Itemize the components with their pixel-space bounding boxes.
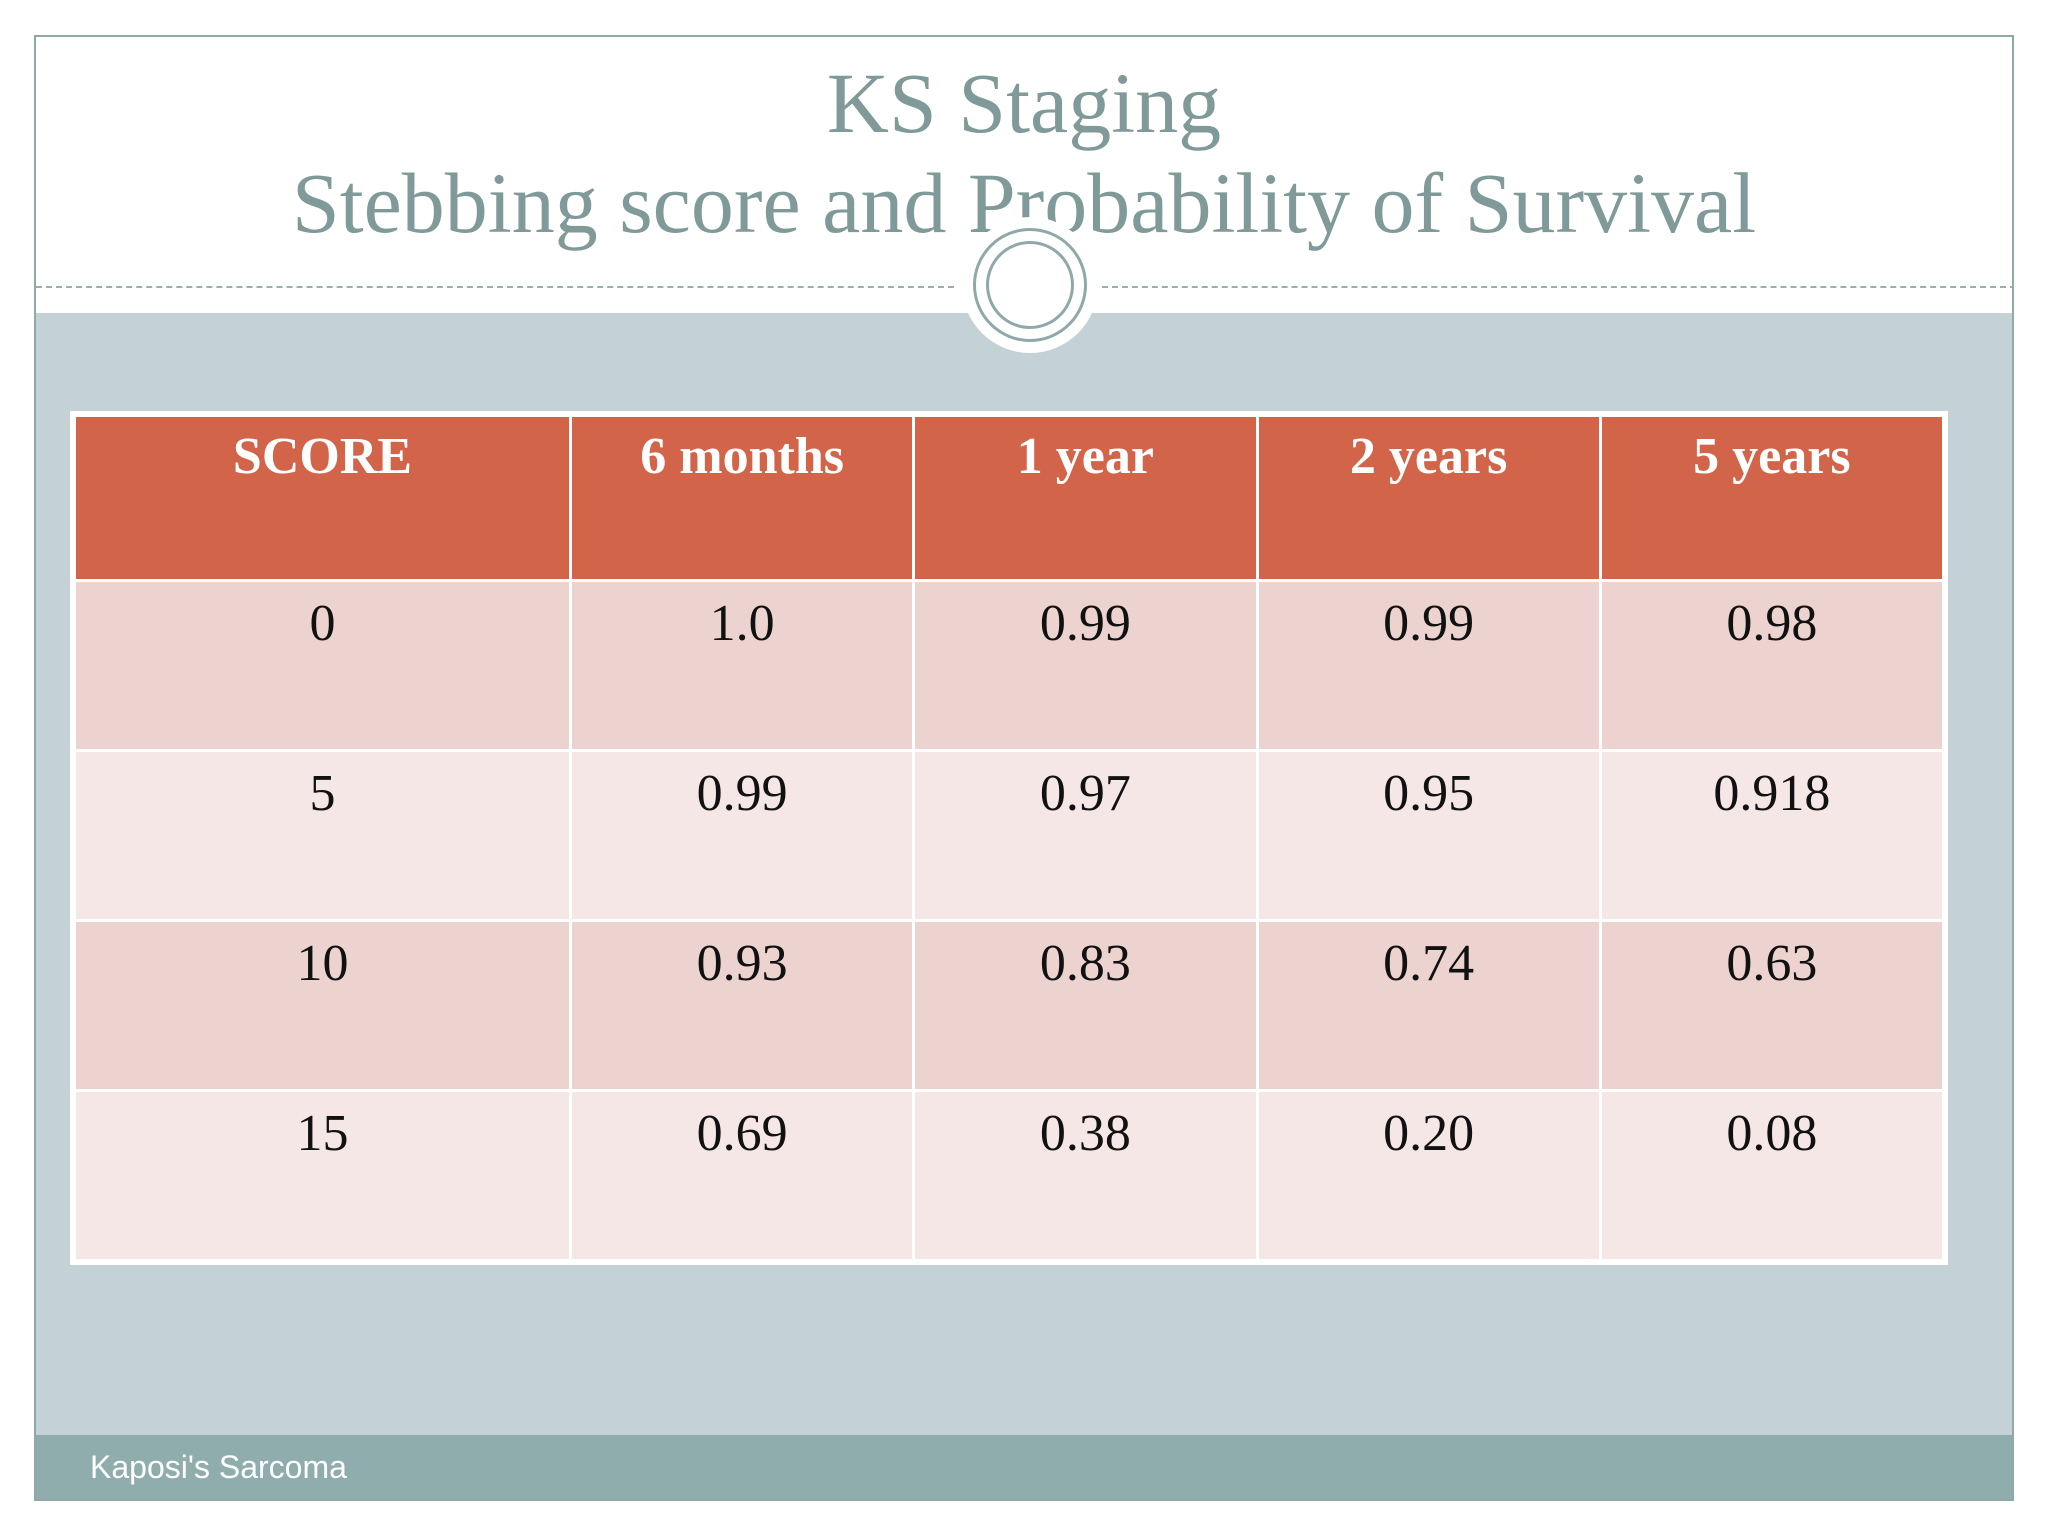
header-1-year: 1 year [912, 414, 1259, 582]
footer-text: Kaposi's Sarcoma [90, 1449, 347, 1485]
header-score: SCORE [73, 414, 572, 582]
divider-right [1092, 286, 2012, 288]
slide-title: KS Staging [826, 55, 1222, 151]
divider-left [36, 286, 954, 288]
table-cell: 0.95 [1255, 749, 1602, 922]
table-cell: 0.08 [1598, 1089, 1946, 1262]
table-row: 10 0.93 0.83 0.74 0.63 [73, 919, 1946, 1092]
table-cell: 10 [73, 919, 572, 1092]
table-cell: 5 [73, 749, 572, 922]
table-cell: 1.0 [568, 579, 916, 752]
table-cell: 0.99 [912, 579, 1259, 752]
header-6-months: 6 months [568, 414, 916, 582]
footer-bar: Kaposi's Sarcoma [36, 1435, 2012, 1499]
table-cell: 0.918 [1598, 749, 1946, 922]
survival-table-container: SCORE 6 months 1 year 2 years 5 years 0 … [70, 411, 1948, 1265]
table-cell: 0.20 [1255, 1089, 1602, 1262]
table-cell: 0 [73, 579, 572, 752]
table-cell: 0.69 [568, 1089, 916, 1262]
table-cell: 0.83 [912, 919, 1259, 1092]
header-2-years: 2 years [1255, 414, 1602, 582]
table-row: 15 0.69 0.38 0.20 0.08 [73, 1089, 1946, 1262]
survival-table: SCORE 6 months 1 year 2 years 5 years 0 … [73, 414, 1946, 1262]
slide: KS Staging Stebbing score and Probabilit… [34, 35, 2014, 1501]
table-cell: 15 [73, 1089, 572, 1262]
table-cell: 0.98 [1598, 579, 1946, 752]
table-row: 0 1.0 0.99 0.99 0.98 [73, 579, 1946, 752]
table-cell: 0.93 [568, 919, 916, 1092]
header-5-years: 5 years [1598, 414, 1946, 582]
table-header-row: SCORE 6 months 1 year 2 years 5 years [73, 414, 1946, 582]
table-cell: 0.38 [912, 1089, 1259, 1262]
table-cell: 0.74 [1255, 919, 1602, 1092]
table-row: 5 0.99 0.97 0.95 0.918 [73, 749, 1946, 922]
table-cell: 0.97 [912, 749, 1259, 922]
table-cell: 0.99 [1255, 579, 1602, 752]
table-cell: 0.63 [1598, 919, 1946, 1092]
table-cell: 0.99 [568, 749, 916, 922]
circle-ornament-inner [986, 241, 1074, 329]
